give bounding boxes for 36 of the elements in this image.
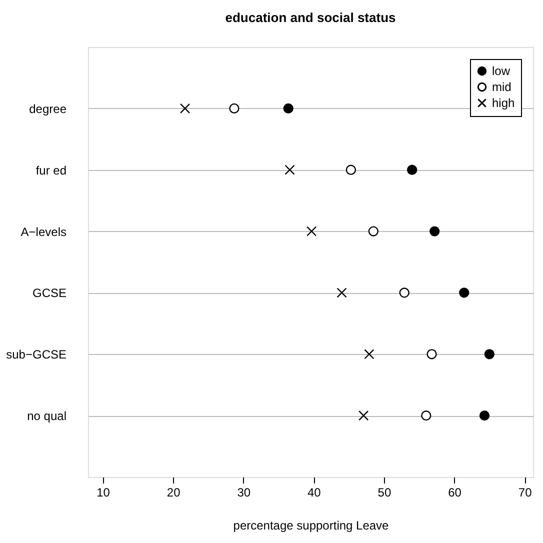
y-tick-label: no qual (27, 409, 66, 424)
legend-label: high (492, 96, 515, 110)
point (180, 103, 190, 114)
point (368, 226, 378, 236)
x-axis-title: percentage supporting Leave (233, 518, 390, 532)
y-tick-label: GCSE (32, 286, 66, 300)
x-tick-label: 50 (378, 486, 392, 500)
x-tick-label: 60 (448, 486, 462, 500)
point (364, 349, 374, 360)
legend-label: mid (492, 80, 512, 94)
point (430, 226, 440, 236)
point (336, 288, 347, 298)
x-tick-label: 40 (307, 486, 322, 500)
y-tick-label: A−levels (20, 224, 66, 239)
point (283, 103, 294, 114)
point (229, 103, 240, 114)
y-tick-label: sub−GCSE (6, 348, 66, 362)
point (426, 349, 437, 360)
point (358, 410, 369, 421)
point (346, 164, 356, 175)
point (459, 288, 470, 298)
point (399, 288, 410, 298)
point (421, 410, 432, 421)
legend-label: low (492, 64, 510, 78)
x-tick-label: 70 (518, 486, 532, 500)
point (484, 349, 494, 360)
point (306, 226, 317, 236)
y-tick-label: degree (29, 102, 67, 116)
x-tick-label: 20 (166, 486, 181, 500)
point (284, 164, 295, 175)
point (407, 164, 418, 175)
y-tick-label: fur ed (36, 163, 66, 178)
point (479, 410, 490, 421)
chart-title: education and social status (225, 10, 396, 25)
x-tick-label: 30 (237, 486, 251, 500)
x-tick-label: 10 (96, 486, 110, 500)
